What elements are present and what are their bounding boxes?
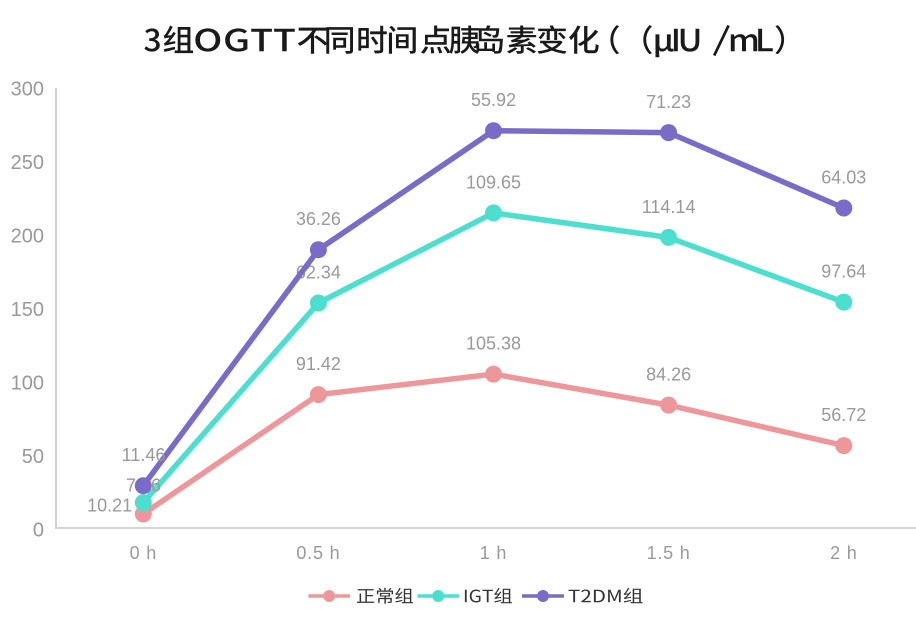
svg-text:84.26: 84.26 (646, 365, 691, 385)
svg-text:36.26: 36.26 (296, 209, 341, 229)
svg-text:250: 250 (11, 152, 44, 174)
svg-text:71.23: 71.23 (646, 92, 691, 112)
svg-text:114.14: 114.14 (642, 197, 696, 217)
svg-text:0: 0 (33, 519, 44, 541)
svg-text:0 h: 0 h (130, 543, 157, 563)
svg-text:300: 300 (11, 78, 44, 100)
svg-text:100: 100 (11, 372, 44, 394)
svg-text:50: 50 (22, 446, 44, 468)
svg-text:0.5 h: 0.5 h (296, 543, 340, 563)
svg-text:200: 200 (11, 225, 44, 247)
svg-text:11.46: 11.46 (122, 445, 166, 465)
svg-text:97.64: 97.64 (821, 262, 866, 282)
svg-text:56.72: 56.72 (821, 405, 866, 425)
svg-text:105.38: 105.38 (466, 334, 521, 354)
svg-text:10.21: 10.21 (87, 496, 132, 516)
svg-text:64.03: 64.03 (821, 168, 866, 188)
svg-text:1 h: 1 h (480, 543, 507, 563)
svg-text:2 h: 2 h (830, 543, 857, 563)
svg-text:109.65: 109.65 (466, 172, 521, 192)
svg-text:1.5 h: 1.5 h (647, 543, 691, 563)
svg-text:55.92: 55.92 (471, 90, 516, 110)
svg-text:91.42: 91.42 (296, 354, 341, 374)
svg-text:150: 150 (11, 299, 44, 321)
